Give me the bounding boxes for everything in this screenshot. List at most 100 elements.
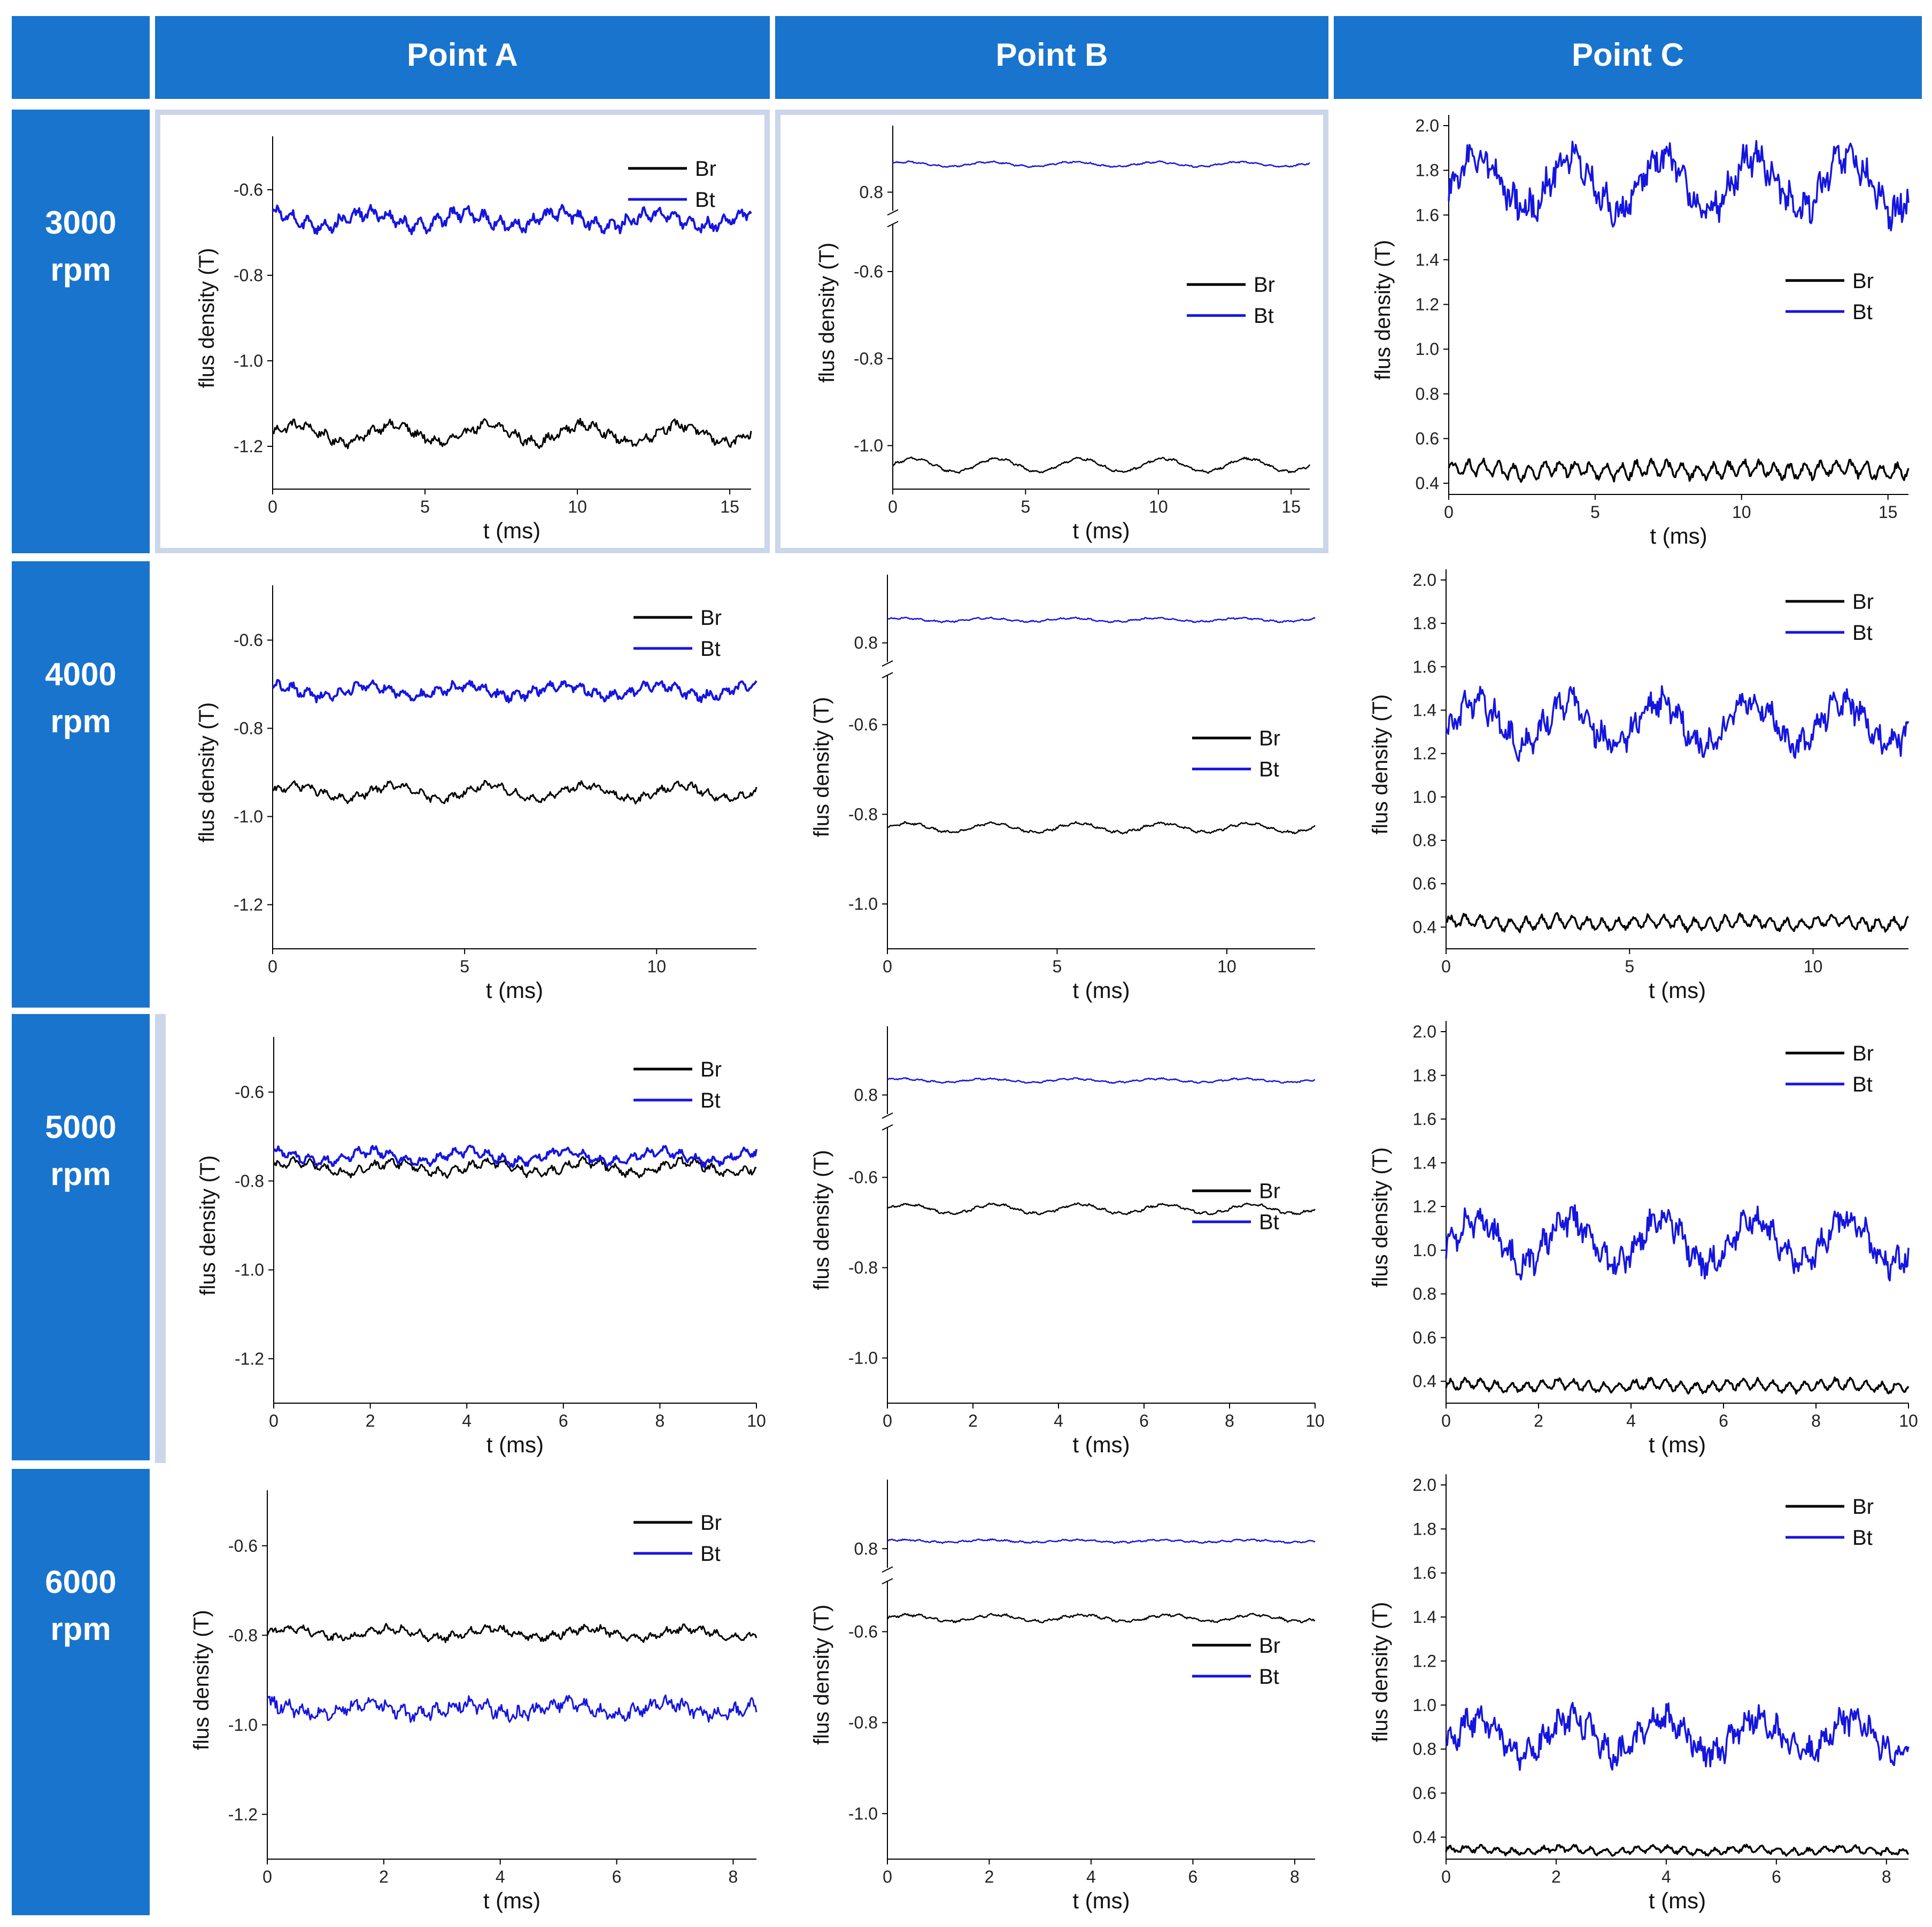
x-axis-label: t (ms) [486,978,543,1003]
legend-label-br: Br [700,1511,722,1535]
y-tick-label: -1.2 [234,437,263,456]
legend-label-br: Br [1259,1634,1280,1658]
x-tick-label: 2 [1534,1411,1543,1430]
x-tick-label: 8 [655,1411,665,1430]
series-line-bt [266,1694,758,1723]
series-line-bt [887,1077,1316,1084]
y-tick-label: -1.0 [234,807,263,826]
x-axis-label: t (ms) [1072,518,1130,543]
legend-label-bt: Bt [700,637,721,661]
y-axis-label: flus density (T) [810,697,833,837]
y-tick-label: 1.6 [1413,657,1436,676]
legend-label-br: Br [1852,269,1874,293]
x-axis-label: t (ms) [483,1888,540,1913]
chart-3000-point-a: -0.6 -0.8 -1.0 -1.2 0 5 10 15 t (ms) flus density… [195,136,752,543]
y-tick-label: -0.8 [854,349,883,368]
y-tick-label: 0.8 [860,183,883,202]
y-tick-label: 2.0 [1413,1475,1436,1495]
x-tick-label: 5 [460,957,469,976]
x-axis-label: t (ms) [1072,978,1130,1003]
x-tick-label: 10 [1217,957,1237,976]
x-tick-label: 6 [1772,1867,1781,1886]
row-label-3000-value: 3000 [45,205,117,241]
chart-5000-point-c: 0.4 0.6 0.8 1.0 1.2 1.4 1.6 1.8 2.0 0 2 4 6 8 10 t (ms)… [1369,1021,1918,1457]
row-label-3000: 3000 rpm [12,110,150,553]
y-tick-label: 0.6 [1413,874,1436,893]
x-tick-label: 6 [612,1867,622,1886]
y-tick-label: 0.6 [1416,429,1439,448]
legend-label-br: Br [1259,727,1280,750]
y-tick-label: 1.4 [1413,1153,1436,1172]
x-axis-label: t (ms) [1650,523,1707,548]
row-label-3000-unit: rpm [50,252,111,288]
x-tick-label: 10 [568,497,587,516]
cell-frame-3000-a [155,110,770,553]
chart-5000-point-b: 0.8 -0.6 -0.8 -1.0 0 2 4 6 8 10 t (ms) flus density… [810,1026,1325,1457]
series-line-br [1445,1844,1910,1857]
axis-break-mark [882,660,893,667]
legend-label-bt: Bt [1259,758,1279,781]
series-line-bt [1448,140,1910,231]
x-tick-label: 6 [1139,1411,1149,1430]
y-tick-label: 0.8 [854,1539,878,1558]
y-tick-label: 1.6 [1413,1110,1436,1129]
y-axis-label: flus density (T) [810,1605,833,1745]
x-tick-label: 10 [747,1411,766,1430]
x-tick-label: 10 [1804,957,1823,976]
legend-label-br: Br [700,1058,722,1081]
y-tick-label: 0.8 [1413,1284,1436,1304]
x-tick-label: 15 [1879,502,1898,522]
y-tick-label: 1.4 [1416,250,1439,269]
series-line-bt [887,616,1316,623]
y-tick-label: -0.8 [848,1713,878,1732]
y-tick-label: -1.2 [234,895,263,915]
legend-label-bt: Bt [1852,621,1873,645]
legend-label-bt: Bt [695,188,715,212]
x-tick-label: 5 [420,497,430,516]
y-tick-label: 0.6 [1413,1783,1436,1802]
axis-break-mark [887,221,899,228]
y-axis-label: flus density (T) [1369,1602,1392,1742]
legend-label-bt: Bt [1254,304,1274,328]
row-label-5000-value: 5000 [45,1109,117,1145]
y-tick-label: 1.8 [1416,161,1439,180]
series-line-br [887,1613,1316,1623]
x-tick-label: 10 [1899,1411,1918,1430]
x-tick-label: 0 [1441,957,1451,976]
legend-label-bt: Bt [1852,1526,1873,1550]
y-tick-label: -0.6 [228,1536,258,1555]
y-tick-label: 0.8 [854,1085,878,1104]
series-line-bt [272,679,758,703]
y-tick-label: 0.8 [854,633,878,653]
y-tick-label: 1.8 [1413,1066,1436,1085]
x-tick-label: 0 [883,1411,892,1430]
y-tick-label: 1.2 [1416,295,1439,314]
y-tick-label: -0.6 [848,1168,878,1187]
y-tick-label: -0.8 [848,804,878,824]
x-tick-label: 8 [1290,1867,1300,1886]
row-label-4000-unit: rpm [50,703,111,739]
x-tick-label: 15 [720,497,739,516]
legend-label-br: Br [1254,273,1275,297]
legend-label-br: Br [1259,1180,1280,1203]
y-tick-label: -1.0 [235,1260,264,1280]
series-line-bt [892,160,1310,168]
x-tick-label: 6 [1719,1411,1728,1430]
legend-label-bt: Bt [1259,1665,1279,1689]
row-label-6000-value: 6000 [45,1564,117,1600]
x-tick-label: 10 [1305,1411,1325,1430]
legend-label-br: Br [1852,1495,1874,1519]
axis-break-mark [882,1112,893,1119]
y-tick-label: 0.8 [1416,384,1439,404]
x-axis-label: t (ms) [483,518,540,543]
series-line-bt [272,204,752,235]
x-axis-label: t (ms) [1649,1432,1706,1457]
chart-4000-point-b: 0.8 -0.6 -0.8 -1.0 0 5 10 t (ms) flus density (T… [810,575,1316,1003]
y-axis-label: flus density (T) [1369,694,1392,834]
series-line-br [892,456,1311,474]
y-tick-label: 1.2 [1413,744,1436,763]
x-tick-label: 8 [729,1867,738,1886]
x-tick-label: 5 [1053,957,1062,976]
chart-4000-point-a: -0.6 -0.8 -1.0 -1.2 0 5 10 t (ms) flus density (… [195,585,758,1003]
y-tick-label: 2.0 [1413,570,1436,590]
